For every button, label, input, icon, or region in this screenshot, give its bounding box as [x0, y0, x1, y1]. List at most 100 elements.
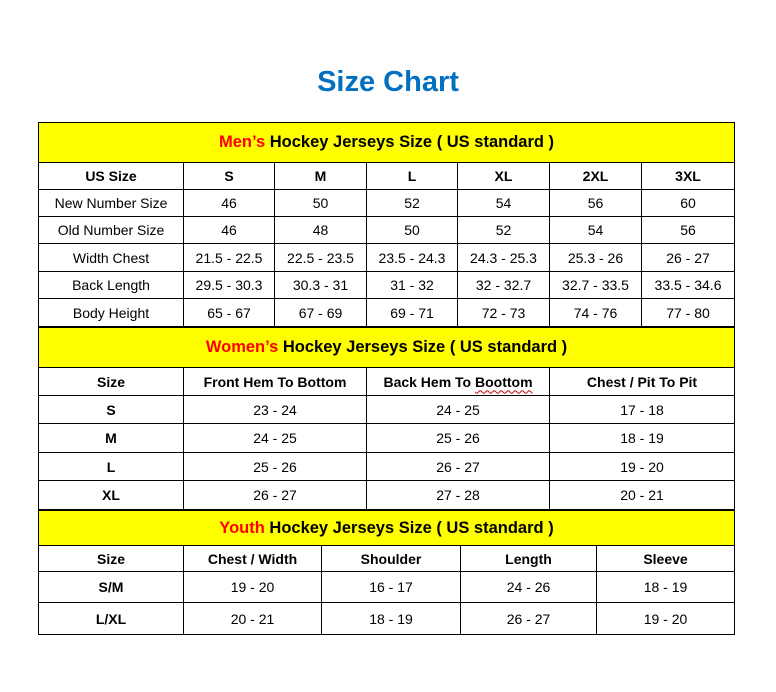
table-row: Body Height 65 - 67 67 - 69 69 - 71 72 - 73 7… — [38, 298, 736, 327]
table-cell: 23 - 24 — [183, 395, 367, 424]
column-header: S — [183, 162, 275, 190]
column-header-label: XL — [494, 168, 513, 184]
column-header-label: Chest / Pit To Pit — [586, 373, 698, 390]
column-header: Size — [38, 545, 184, 572]
men-size-table: Men’s Hockey Jerseys Size ( US standard … — [37, 122, 736, 327]
table-cell: 54 — [457, 189, 550, 217]
table-cell: 19 - 20 — [548, 452, 736, 481]
column-header: US Size — [38, 162, 184, 190]
table-cell: 21.5 - 22.5 — [183, 243, 275, 272]
table-cell: 26 - 27 — [460, 602, 597, 635]
table-cell: 20 - 21 — [183, 602, 322, 635]
row-label: S/M — [38, 571, 184, 603]
column-header-label: Size — [96, 550, 125, 567]
column-header-label: S — [224, 168, 234, 184]
column-header-label: Sleeve — [643, 550, 688, 567]
women-header-row: Size Front Hem To Bottom Back Hem To Boott… — [38, 367, 736, 396]
table-cell: 50 — [366, 216, 458, 244]
women-size-table: Women’s Hockey Jerseys Size ( US standar… — [37, 327, 736, 510]
table-cell: 24.3 - 25.3 — [457, 243, 550, 272]
table-cell: 26 - 27 — [183, 480, 367, 510]
column-header-label: Chest / Width — [207, 550, 298, 567]
men-section-heading: Men’s Hockey Jerseys Size ( US standard … — [37, 122, 736, 163]
row-label: XL — [38, 480, 184, 510]
column-header-label: Front Hem To Bottom — [203, 373, 347, 390]
women-section-heading-row: Women’s Hockey Jerseys Size ( US standar… — [37, 327, 736, 368]
youth-header-row: Size Chest / Width Shoulder Length Sleeve — [38, 545, 736, 572]
column-header: L — [366, 162, 458, 190]
table-cell: 27 - 28 — [366, 480, 550, 510]
table-cell: 65 - 67 — [183, 298, 275, 327]
table-cell: 25 - 26 — [366, 423, 550, 453]
table-cell: 24 - 26 — [460, 571, 597, 603]
column-header: M — [274, 162, 367, 190]
table-cell: 46 — [183, 216, 275, 244]
column-header: XL — [457, 162, 550, 190]
table-cell: 18 - 19 — [595, 571, 736, 603]
column-header-label: Shoulder — [360, 550, 422, 567]
column-header: Chest / Width — [183, 545, 322, 572]
table-cell: 22.5 - 23.5 — [274, 243, 367, 272]
table-cell: 20 - 21 — [548, 480, 736, 510]
table-cell: 16 - 17 — [321, 571, 461, 603]
table-cell: 60 — [640, 189, 736, 217]
table-cell: 74 - 76 — [549, 298, 642, 327]
table-cell: 24 - 25 — [366, 395, 550, 424]
table-cell: 19 - 20 — [595, 602, 736, 635]
table-row: XL 26 - 27 27 - 28 20 - 21 — [38, 480, 736, 510]
row-label: M — [38, 423, 184, 453]
table-cell: 69 - 71 — [366, 298, 458, 327]
table-cell: 56 — [640, 216, 736, 244]
table-cell: 33.5 - 34.6 — [640, 271, 736, 299]
row-label: New Number Size — [38, 189, 184, 217]
youth-section-heading: Youth Hockey Jerseys Size ( US standard … — [37, 510, 736, 546]
men-heading-accent: Men’s — [219, 133, 266, 151]
row-label: Body Height — [38, 298, 184, 327]
table-row: S/M 19 - 20 16 - 17 24 - 26 18 - 19 — [38, 571, 736, 603]
column-header-label: L — [407, 168, 417, 184]
men-section-heading-row: Men’s Hockey Jerseys Size ( US standard … — [37, 122, 736, 163]
table-cell: 24 - 25 — [183, 423, 367, 453]
table-cell: 67 - 69 — [274, 298, 367, 327]
row-label: L — [38, 452, 184, 481]
table-cell: 18 - 19 — [548, 423, 736, 453]
table-cell: 32 - 32.7 — [457, 271, 550, 299]
row-label: L/XL — [38, 602, 184, 635]
women-heading-accent: Women’s — [205, 338, 279, 356]
women-section-heading: Women’s Hockey Jerseys Size ( US standar… — [37, 327, 736, 368]
table-cell: 46 — [183, 189, 275, 217]
table-row: Old Number Size 46 48 50 52 54 56 — [38, 216, 736, 244]
column-header: Length — [460, 545, 597, 572]
men-header-row: US Size S M L XL 2XL 3XL — [38, 162, 736, 190]
table-row: New Number Size 46 50 52 54 56 60 — [38, 189, 736, 217]
column-header-label: M — [314, 168, 327, 184]
column-header: Shoulder — [321, 545, 461, 572]
table-cell: 25 - 26 — [183, 452, 367, 481]
size-chart: Men’s Hockey Jerseys Size ( US standard … — [37, 122, 736, 635]
column-header-label: Size — [96, 373, 125, 390]
column-header: Back Hem To Boottom — [366, 367, 550, 396]
spellcheck-underline: Boottom — [475, 373, 533, 390]
table-cell: 52 — [457, 216, 550, 244]
table-cell: 23.5 - 24.3 — [366, 243, 458, 272]
row-label: S — [38, 395, 184, 424]
table-cell: 54 — [549, 216, 642, 244]
table-cell: 56 — [549, 189, 642, 217]
table-row: Width Chest 21.5 - 22.5 22.5 - 23.5 23.5 - … — [38, 243, 736, 272]
table-row: M 24 - 25 25 - 26 18 - 19 — [38, 423, 736, 453]
column-header-label: Length — [505, 550, 552, 567]
table-row: Back Length 29.5 - 30.3 30.3 - 31 31 - 32 32… — [38, 271, 736, 299]
table-cell: 18 - 19 — [321, 602, 461, 635]
table-cell: 17 - 18 — [548, 395, 736, 424]
table-cell: 77 - 80 — [640, 298, 736, 327]
column-header: Front Hem To Bottom — [183, 367, 367, 396]
table-cell: 19 - 20 — [183, 571, 322, 603]
column-header-label: US Size — [85, 168, 137, 184]
table-cell: 48 — [274, 216, 367, 244]
table-row: L/XL 20 - 21 18 - 19 26 - 27 19 - 20 — [38, 602, 736, 635]
table-cell: 29.5 - 30.3 — [183, 271, 275, 299]
table-cell: 26 - 27 — [366, 452, 550, 481]
column-header: 2XL — [549, 162, 642, 190]
youth-heading-accent: Youth — [219, 518, 265, 537]
page-title: Size Chart — [317, 66, 459, 98]
